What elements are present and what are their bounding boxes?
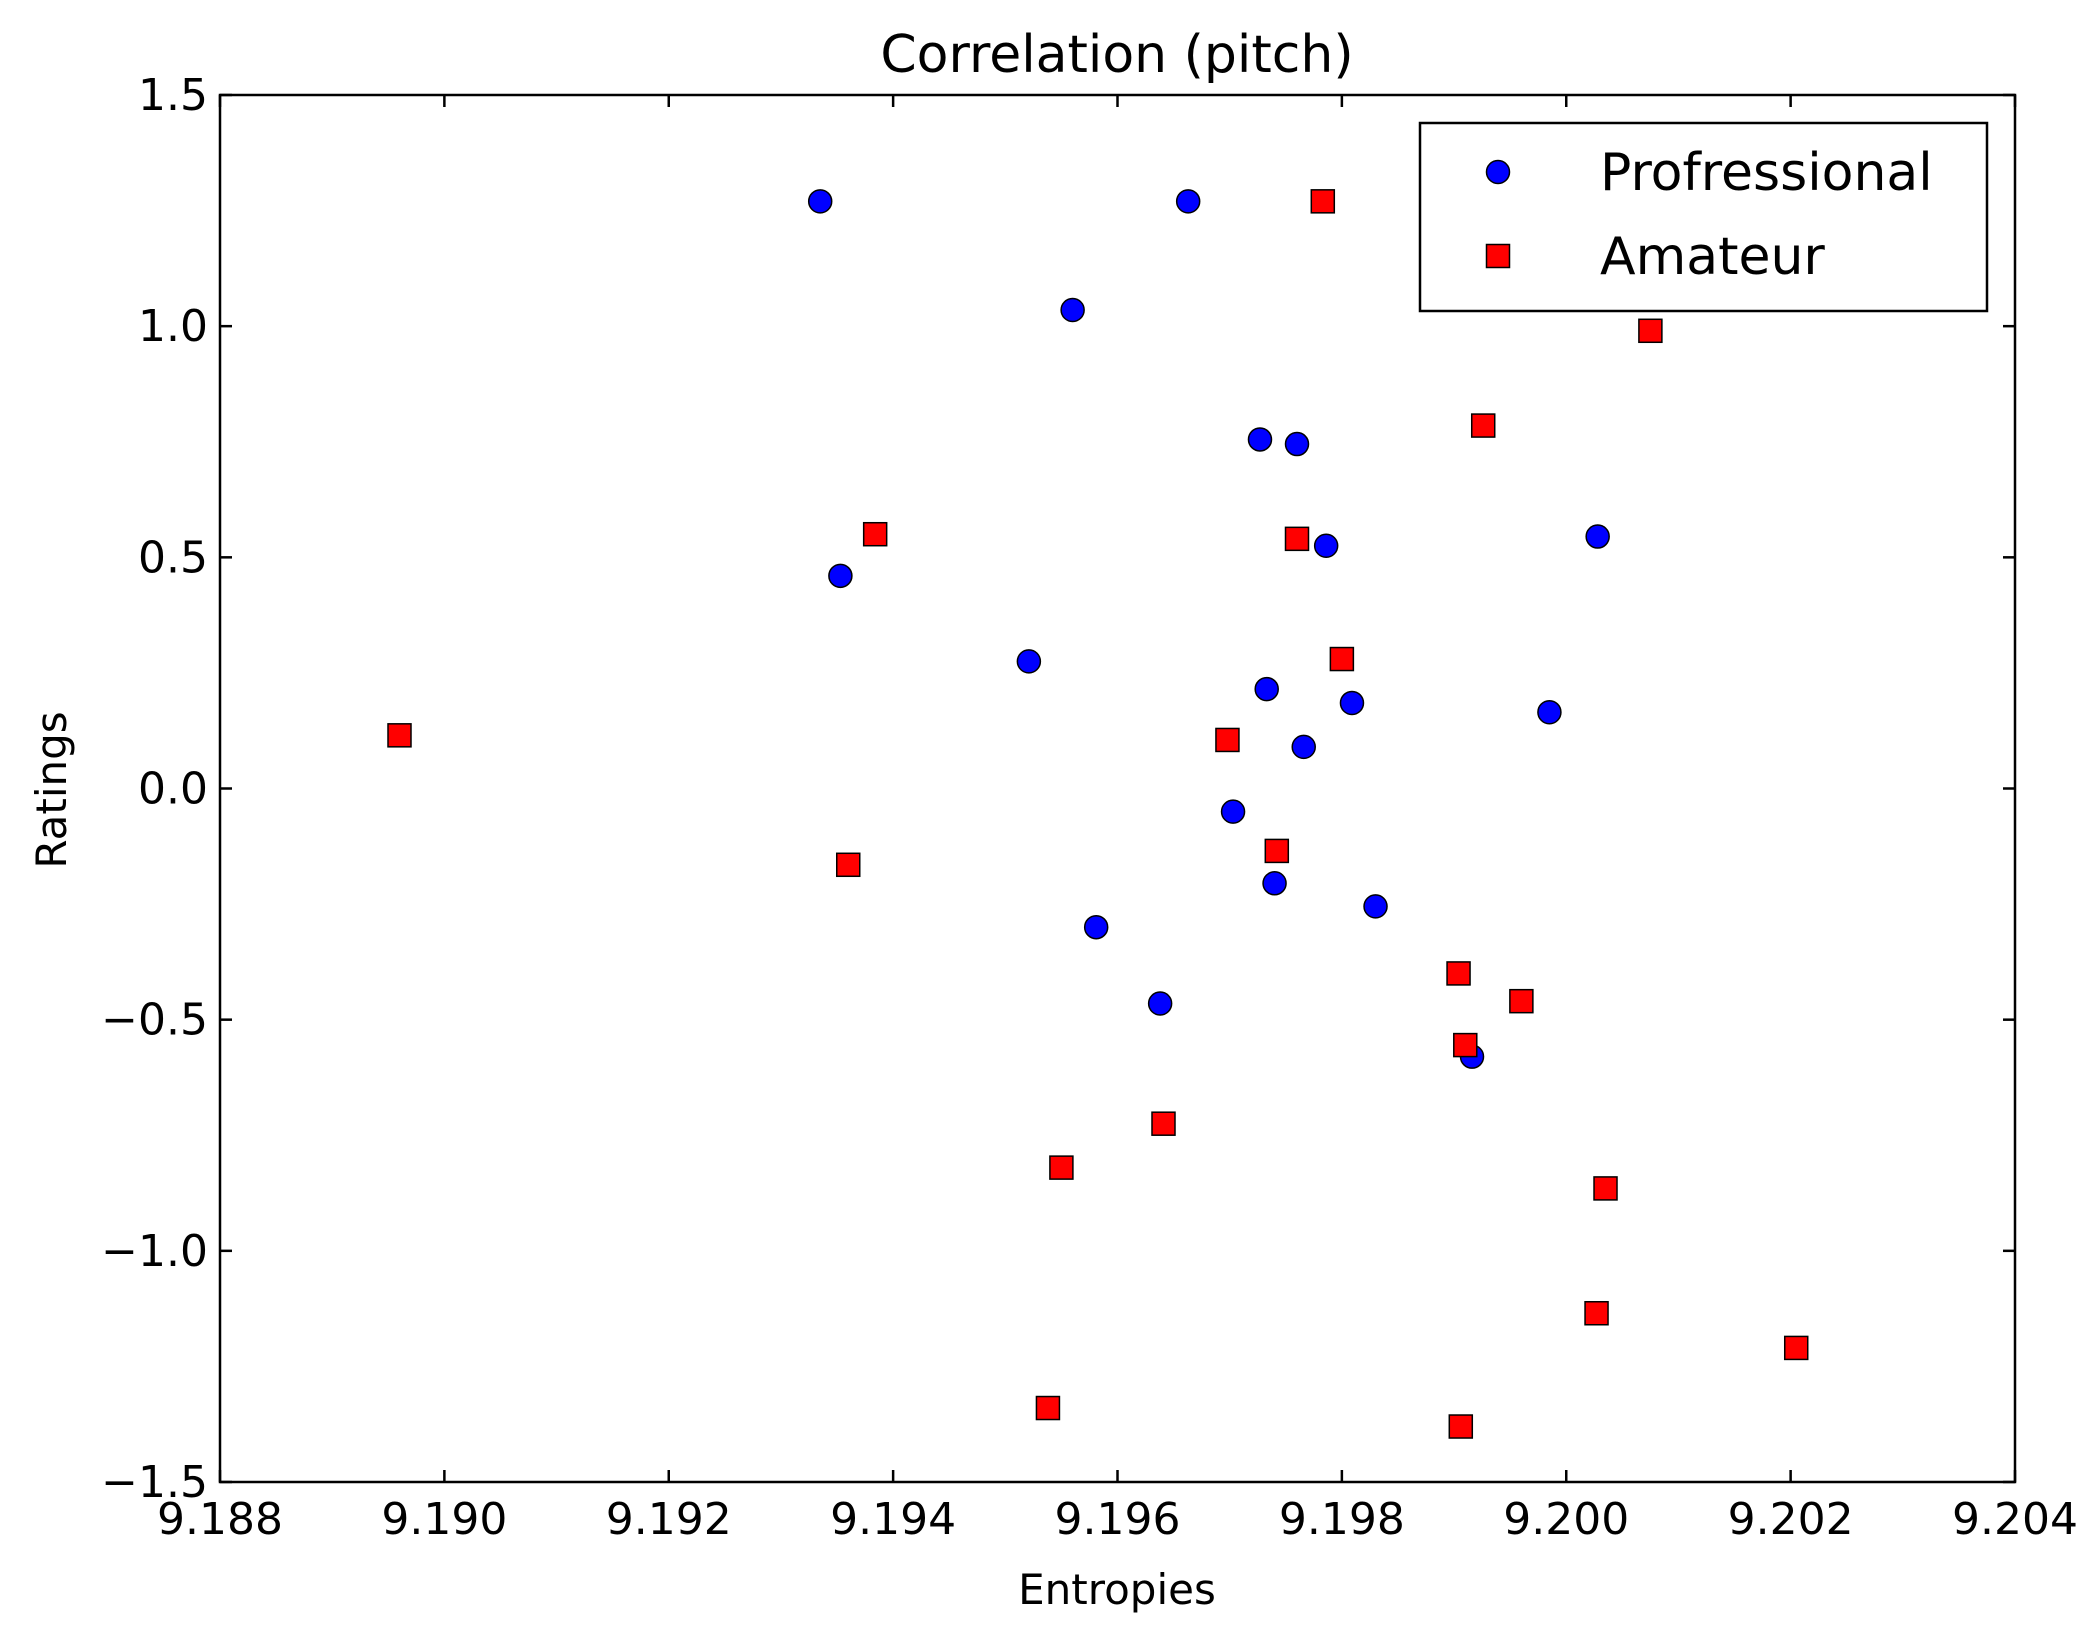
legend: Profressional Amateur	[1418, 121, 1989, 313]
x-tick-label: 9.190	[381, 1494, 507, 1545]
y-tick-label: 0.0	[138, 764, 208, 815]
x-tick-label: 9.204	[1952, 1494, 2078, 1545]
plot-frame	[218, 93, 2017, 1484]
amateur-point	[1509, 988, 1534, 1014]
amateur-point	[1453, 1032, 1478, 1058]
professional-point	[1291, 734, 1316, 760]
plot-background	[220, 95, 2015, 1482]
professional-point	[1339, 690, 1365, 716]
x-axis-label: Entropies	[1018, 1565, 1216, 1614]
y-tick-label: 1.5	[138, 70, 208, 121]
amateur-point	[1638, 318, 1663, 344]
amateur-point	[1049, 1155, 1074, 1180]
amateur-point	[1264, 838, 1290, 864]
professional-point	[1254, 676, 1279, 702]
amateur-point	[1215, 727, 1240, 753]
professional-point	[1262, 871, 1287, 896]
professional-point	[1220, 799, 1246, 824]
ticks-layer: 9.188 9.190 9.192 9.194 9.196 9.198 9.200 9.202…	[101, 70, 2078, 1545]
professional-point	[1537, 699, 1562, 725]
professional-point	[1313, 533, 1339, 559]
legend-label: Amateur	[1600, 227, 1825, 287]
professional-point	[1060, 297, 1085, 323]
professional-point	[1083, 914, 1109, 940]
professional-point	[1284, 431, 1310, 457]
legend-box	[1418, 121, 1989, 313]
professional-point	[807, 189, 833, 214]
y-tick-label: 1.0	[138, 301, 208, 352]
amateur-point	[1783, 1335, 1809, 1361]
x-tick-label: 9.200	[1503, 1494, 1629, 1545]
amateur-point	[1593, 1176, 1618, 1201]
x-tick-label: 9.198	[1279, 1494, 1405, 1545]
x-tick-label: 9.194	[830, 1494, 956, 1545]
professional-point	[828, 563, 853, 589]
amateur-point	[1446, 961, 1471, 986]
y-tick-label: −1.0	[101, 1226, 208, 1277]
professional-point	[1175, 189, 1201, 214]
amateur-point	[1310, 189, 1336, 214]
amateur-point	[1035, 1395, 1061, 1421]
professional-point	[1247, 427, 1273, 452]
amateur-point	[1329, 646, 1355, 672]
amateur-point	[1470, 413, 1496, 438]
professional-point	[1363, 894, 1388, 919]
chart-title: Correlation (pitch)	[880, 25, 1353, 85]
legend-marker-amateur	[1485, 243, 1511, 269]
professional-point	[1016, 649, 1042, 674]
y-tick-label: 0.5	[138, 532, 208, 583]
amateur-point	[1584, 1300, 1609, 1326]
y-axis-label: Ratings	[27, 711, 76, 868]
x-tick-label: 9.202	[1728, 1494, 1854, 1545]
amateur-point	[1151, 1111, 1176, 1136]
x-tick-label: 9.188	[157, 1494, 283, 1545]
amateur-point	[862, 521, 888, 547]
amateur-point	[387, 723, 412, 748]
legend-label: Profressional	[1600, 143, 1933, 203]
points-layer	[387, 189, 1809, 1439]
y-tick-label: −0.5	[101, 995, 208, 1046]
legend-marker-professional	[1485, 159, 1511, 185]
legend-entries: Profressional Amateur	[1485, 143, 1933, 287]
amateur-point	[1448, 1414, 1474, 1439]
professional-point	[1147, 991, 1173, 1016]
x-tick-label: 9.192	[606, 1494, 732, 1545]
amateur-point	[836, 852, 861, 878]
x-tick-label: 9.196	[1055, 1494, 1181, 1545]
amateur-point	[1284, 526, 1310, 552]
professional-point	[1585, 524, 1610, 549]
y-tick-label: −1.5	[101, 1457, 208, 1508]
